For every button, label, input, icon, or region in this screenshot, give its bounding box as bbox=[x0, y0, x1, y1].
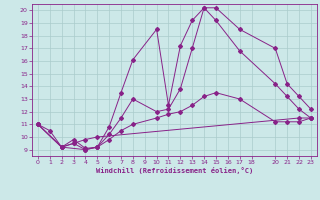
X-axis label: Windchill (Refroidissement éolien,°C): Windchill (Refroidissement éolien,°C) bbox=[96, 167, 253, 174]
